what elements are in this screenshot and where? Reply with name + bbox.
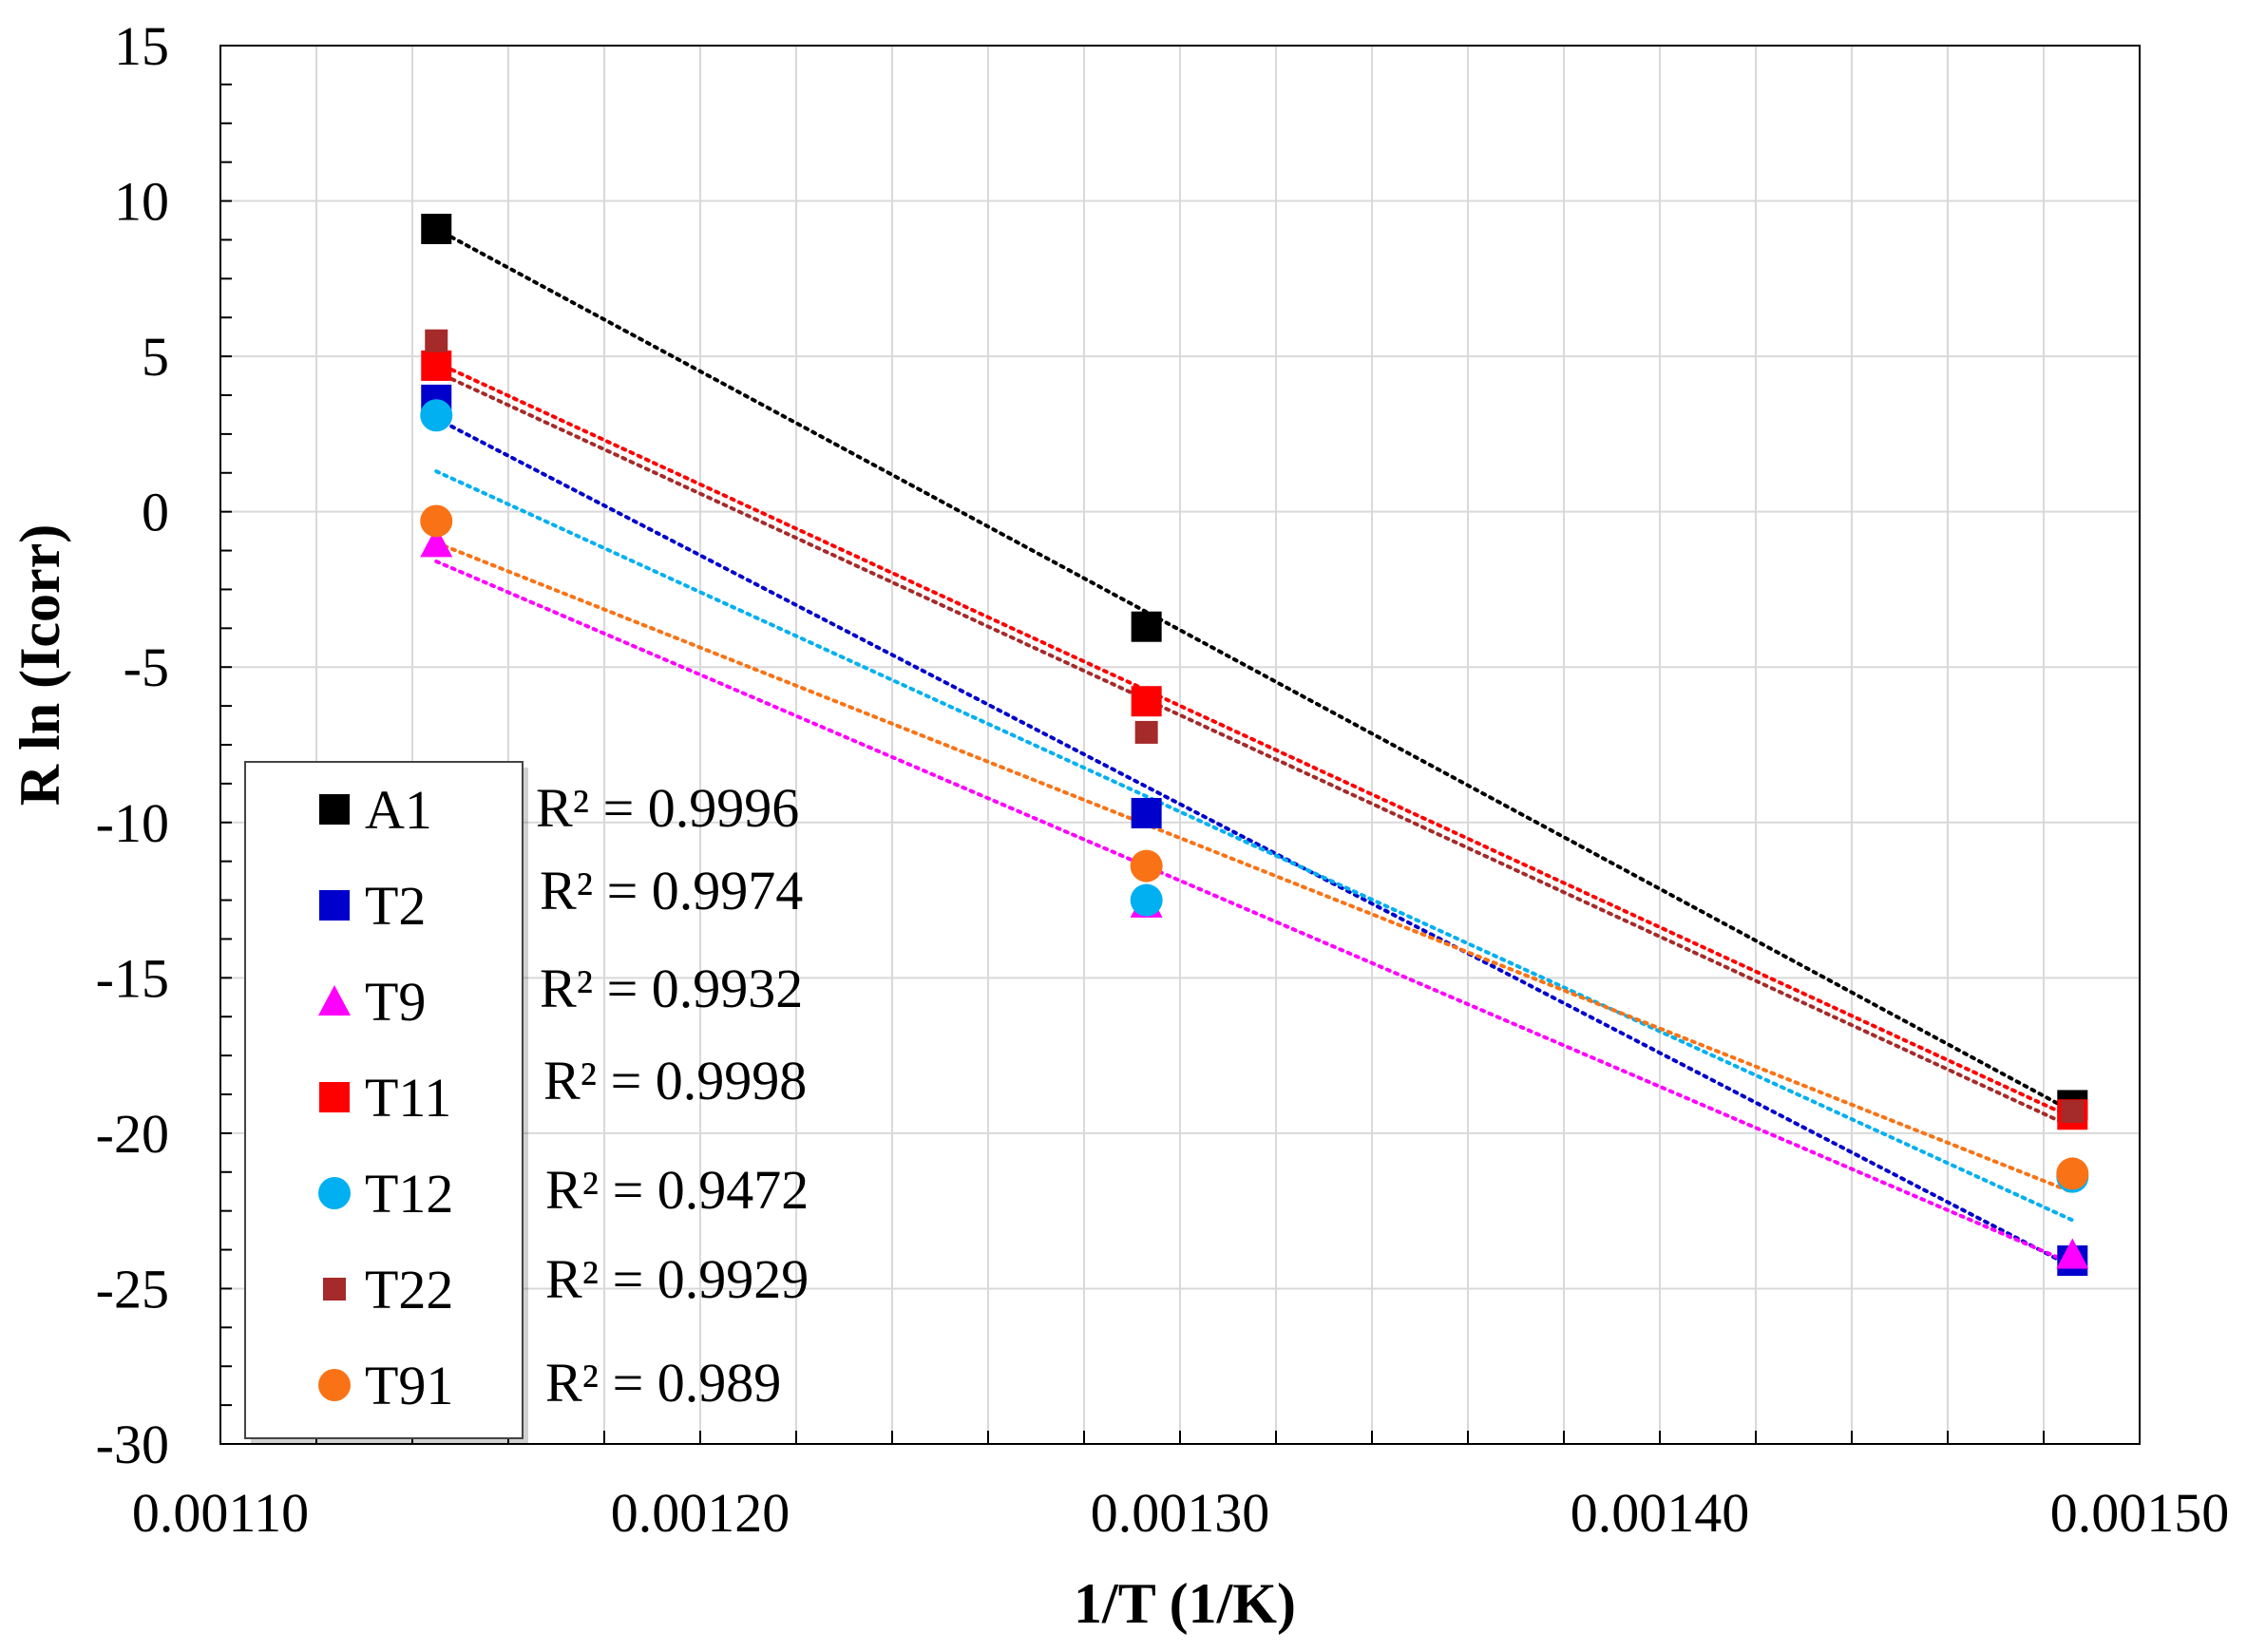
y-tick-label: -15	[96, 947, 169, 1009]
r-squared-label: R² = 0.9472	[545, 1159, 809, 1221]
trendline-t12	[434, 469, 2075, 1223]
r-squared-label: R² = 0.9974	[540, 860, 803, 921]
x-tick-labels: 0.00110 0.00120 0.00130 0.00140 0.00150	[132, 1482, 2229, 1544]
legend: A1 T2 T9 T11 T12 T22 T91	[244, 761, 528, 1444]
data-markers	[420, 213, 2089, 1277]
legend-marker-t12	[318, 1177, 351, 1209]
data-point-a1	[1131, 611, 1162, 642]
trendline-t9	[434, 560, 2075, 1266]
data-point-t11	[1131, 686, 1162, 717]
trendline-t22	[434, 370, 2075, 1130]
y-tick-label: -25	[96, 1258, 169, 1320]
y-tick-label: -5	[124, 636, 169, 698]
y-tick-label: 0	[142, 482, 169, 543]
y-tick-label: -30	[96, 1414, 169, 1475]
y-tick-labels: 15 10 5 0 -5 -10 -15 -20 -25 -30	[96, 15, 169, 1475]
y-tick-label: -10	[96, 792, 169, 854]
trendline-t91	[434, 541, 2075, 1195]
data-point-t22	[2061, 1099, 2085, 1123]
legend-marker-a1	[319, 794, 350, 825]
y-tick-label: -20	[96, 1103, 169, 1165]
trendline-t11	[434, 360, 2075, 1120]
x-tick-label: 0.00110	[132, 1482, 309, 1544]
minor-ticks	[220, 45, 2045, 1445]
trendline-t2	[434, 416, 2075, 1269]
y-tick-label: 5	[142, 326, 169, 388]
data-point-t12	[420, 399, 453, 432]
legend-marker-t22	[323, 1278, 346, 1301]
r-squared-label: R² = 0.9998	[543, 1050, 807, 1111]
data-point-t91	[1130, 849, 1163, 883]
legend-box	[244, 761, 524, 1439]
r-squared-label: R² = 0.9996	[536, 777, 799, 839]
r-squared-label: R² = 0.989	[545, 1352, 781, 1414]
legend-marker-t2	[319, 890, 350, 921]
data-point-t2	[1131, 797, 1162, 828]
trendline-a1	[434, 226, 2075, 1113]
legend-marker-t91	[318, 1369, 351, 1401]
legend-label-t22: T22	[365, 1259, 453, 1320]
x-tick-label: 0.00130	[1091, 1482, 1270, 1544]
legend-label-a1: A1	[365, 779, 432, 841]
y-tick-label: 15	[114, 15, 169, 77]
trendlines	[434, 226, 2075, 1269]
legend-label-t12: T12	[365, 1163, 453, 1225]
y-tick-label: 10	[114, 171, 169, 233]
data-point-t9	[2056, 1238, 2089, 1269]
grid	[220, 46, 2140, 1444]
data-point-t12	[1130, 883, 1163, 917]
legend-marker-t9	[318, 985, 351, 1016]
legend-label-t9: T9	[365, 971, 426, 1033]
legend-label-t2: T2	[365, 875, 426, 937]
data-point-a1	[421, 213, 452, 244]
legend-marker-t11	[319, 1082, 350, 1112]
data-point-t22	[425, 329, 448, 352]
data-point-t91	[420, 504, 453, 538]
x-axis-title: 1/T (1/K)	[1074, 1572, 1296, 1635]
x-tick-label: 0.00150	[2050, 1482, 2230, 1544]
r-squared-labels: R² = 0.9996 R² = 0.9974 R² = 0.9932 R² = 0.…	[536, 777, 809, 1414]
data-point-t11	[421, 350, 452, 381]
x-tick-label: 0.00120	[611, 1482, 790, 1544]
x-tick-label: 0.00140	[1571, 1482, 1750, 1544]
data-point-t22	[1134, 720, 1158, 744]
r-squared-label: R² = 0.9929	[545, 1248, 809, 1310]
r-squared-label: R² = 0.9932	[540, 958, 803, 1019]
data-point-t9	[420, 526, 453, 558]
legend-label-t11: T11	[365, 1067, 451, 1129]
data-point-t91	[2056, 1157, 2089, 1190]
legend-label-t91: T91	[365, 1355, 453, 1416]
y-axis-title: R ln (Icorr)	[9, 524, 71, 807]
